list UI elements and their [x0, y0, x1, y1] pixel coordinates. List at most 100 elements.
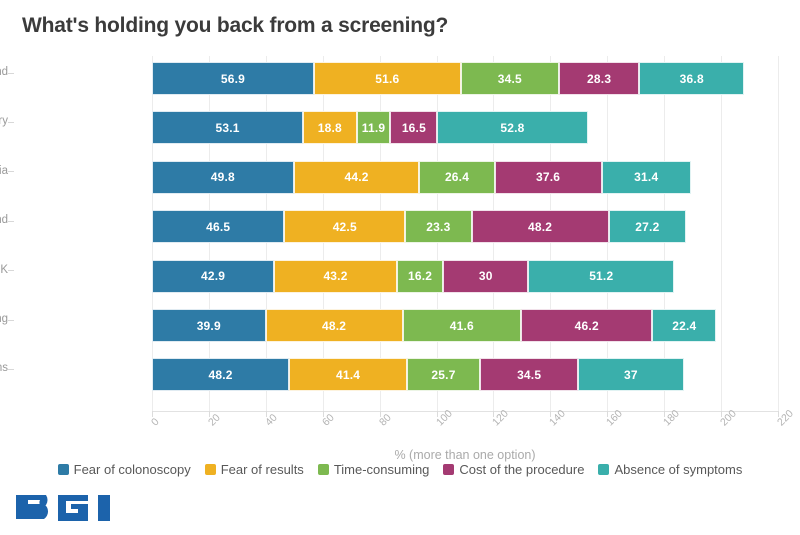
- y-axis-tick: [8, 72, 14, 74]
- bar-segment[interactable]: 37: [578, 358, 684, 392]
- bar-segment[interactable]: 49.8: [152, 160, 294, 194]
- y-axis-label: Thailand: [0, 214, 8, 227]
- gridline: [721, 56, 723, 411]
- y-axis-label: Hungary: [0, 115, 8, 128]
- legend-swatch-icon: [204, 464, 216, 475]
- bar-segment[interactable]: 46.2: [521, 309, 653, 342]
- bar-value-label: 34.5: [497, 71, 522, 86]
- bar-segment[interactable]: 39.9: [152, 309, 266, 342]
- bar-segment[interactable]: 42.5: [284, 210, 406, 244]
- y-axis-tick: [8, 171, 14, 173]
- bar-segment[interactable]: 23.3: [405, 210, 472, 244]
- bar-segment[interactable]: 16.2: [396, 259, 444, 293]
- bar-value-label: 49.8: [210, 170, 235, 185]
- bar-value-label: 22.4: [672, 318, 697, 333]
- y-axis-tick: [8, 270, 14, 272]
- bar-segment[interactable]: 30: [443, 259, 529, 293]
- y-axis-tick: [8, 220, 14, 222]
- bar-row: 48.2 41.4 25.7 34.5 37: [152, 358, 684, 392]
- y-axis-label: Hong Kong: [0, 313, 8, 325]
- legend-item[interactable]: Time-consuming: [317, 462, 429, 477]
- bar-value-label: 42.5: [332, 219, 357, 234]
- bar-segment[interactable]: 48.2: [265, 309, 403, 342]
- bar-segment[interactable]: 28.3: [558, 62, 640, 95]
- bar-segment[interactable]: 48.2: [152, 358, 290, 392]
- x-axis-tick: [265, 411, 267, 417]
- bar-value-label: 16.5: [401, 120, 426, 135]
- bar-segment[interactable]: 16.5: [390, 111, 438, 145]
- bar-segment[interactable]: 31.4: [601, 160, 691, 194]
- y-axis-label: Six countries and regions: [0, 362, 8, 375]
- legend-item[interactable]: Fear of colonoscopy: [57, 462, 191, 477]
- bar-segment[interactable]: 56.9: [152, 62, 314, 95]
- bar-value-label: 37: [623, 367, 638, 382]
- legend-label: Cost of the procedure: [459, 462, 585, 477]
- legend-swatch-icon: [598, 464, 610, 475]
- bar-segment[interactable]: 37.6: [494, 160, 602, 194]
- bar-value-label: 48.2: [528, 219, 553, 234]
- bar-value-label: 56.9: [220, 71, 246, 86]
- bar-segment[interactable]: 22.4: [652, 309, 717, 342]
- chart-plot: 56.9 51.6 34.5 28.3 36.8 53.1 18.8 11.9 16.5 52.8…: [0, 50, 800, 462]
- x-axis-tick: [721, 411, 723, 417]
- bar-segment[interactable]: 46.5: [152, 210, 285, 244]
- legend-swatch-icon: [317, 464, 329, 475]
- bar-value-label: 53.1: [215, 120, 240, 135]
- bar-segment[interactable]: 48.2: [471, 210, 609, 244]
- legend-swatch-icon: [443, 464, 455, 475]
- x-axis-tick: [322, 411, 324, 417]
- x-axis-title: % (more than one option): [394, 448, 536, 462]
- bar-value-label: 51.6: [375, 71, 400, 86]
- bar-segment[interactable]: 41.6: [402, 309, 522, 342]
- bar-segment[interactable]: 51.2: [528, 259, 675, 293]
- bar-value-label: 23.3: [426, 219, 451, 234]
- bar-segment[interactable]: 27.2: [608, 210, 687, 244]
- bar-value-label: 52.8: [500, 120, 525, 135]
- bar-segment[interactable]: 41.4: [289, 358, 407, 392]
- legend-swatch-icon: [57, 464, 69, 475]
- y-axis-label: UK: [0, 263, 8, 276]
- bar-value-label: 28.3: [587, 71, 612, 86]
- bar-segment[interactable]: 52.8: [437, 111, 588, 145]
- x-axis-tick: [778, 411, 779, 417]
- x-axis-tick: [379, 411, 381, 417]
- bar-row: 42.9 43.2 16.2 30 51.2: [152, 259, 675, 293]
- y-axis-tick: [8, 319, 14, 321]
- bar-value-label: 34.5: [517, 367, 542, 382]
- x-axis-tick: [607, 411, 609, 417]
- bar-value-label: 41.6: [449, 318, 474, 333]
- y-axis-label: Saudi Arabia: [0, 164, 8, 177]
- chart-legend: Fear of colonoscopy Fear of results Time-c…: [0, 462, 800, 477]
- legend-item[interactable]: Cost of the procedure: [443, 462, 584, 477]
- bar-segment[interactable]: 34.5: [460, 62, 559, 95]
- bar-value-label: 41.4: [335, 367, 361, 382]
- bar-segment[interactable]: 51.6: [313, 62, 461, 95]
- x-axis-tick: [208, 411, 210, 417]
- legend-item[interactable]: Fear of results: [204, 462, 304, 477]
- bar-segment[interactable]: 43.2: [274, 259, 397, 293]
- bar-value-label: 27.2: [635, 219, 660, 234]
- x-axis-tick-label: 0: [149, 415, 162, 429]
- bar-value-label: 36.8: [679, 71, 704, 86]
- bar-segment[interactable]: 42.9: [152, 259, 275, 293]
- page-title: What's holding you back from a screening…: [22, 14, 449, 37]
- bar-segment[interactable]: 25.7: [406, 358, 481, 392]
- legend-label: Absence of symptoms: [614, 462, 743, 477]
- bar-segment[interactable]: 18.8: [303, 111, 357, 145]
- x-axis-tick: [550, 411, 552, 417]
- y-axis-tick: [8, 121, 14, 123]
- bgi-logo: [14, 492, 124, 522]
- bar-value-label: 16.2: [407, 269, 433, 284]
- bar-segment[interactable]: 53.1: [152, 111, 304, 145]
- bar-segment[interactable]: 26.4: [419, 160, 495, 194]
- bar-value-label: 42.9: [200, 269, 226, 284]
- bar-segment[interactable]: 11.9: [356, 111, 391, 145]
- bar-value-label: 26.4: [444, 170, 470, 185]
- legend-label: Fear of colonoscopy: [73, 462, 191, 477]
- bar-row: 56.9 51.6 34.5 28.3 36.8: [152, 62, 745, 95]
- bar-segment[interactable]: 44.2: [293, 160, 420, 194]
- bar-segment[interactable]: 36.8: [639, 62, 745, 95]
- bar-segment[interactable]: 34.5: [480, 358, 579, 392]
- legend-item[interactable]: Absence of symptoms: [598, 462, 742, 477]
- bar-value-label: 18.8: [317, 120, 342, 135]
